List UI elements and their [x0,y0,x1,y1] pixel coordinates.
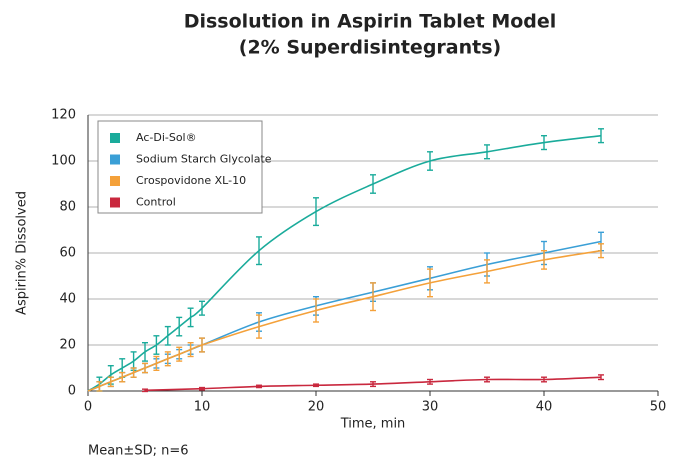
x-tick-label: 30 [422,400,439,415]
error-bar [370,282,376,312]
y-tick-label: 100 [51,154,76,169]
y-tick-label: 120 [51,108,76,123]
legend-label: Ac-Di-Sol® [136,131,197,144]
error-bar [427,151,433,171]
error-bar [484,259,490,284]
error-bar [370,174,376,194]
x-tick-label: 20 [308,400,325,415]
error-bar [313,298,319,323]
legend-label: Control [136,196,176,209]
error-bar [107,376,114,388]
error-bar [541,376,547,383]
error-bar [427,268,433,298]
error-bar [164,325,171,346]
error-bar [598,374,604,381]
x-tick-label: 10 [194,400,211,415]
error-bar [541,249,547,270]
error-bar [142,388,148,393]
error-bar [598,128,604,144]
y-tick-label: 20 [59,338,76,353]
error-bar [598,243,604,259]
error-bar [199,337,205,353]
legend-swatch [110,197,120,208]
chart-subtitle: (2% Superdisintegrants) [239,37,501,59]
error-bar [313,383,319,388]
error-bar [164,351,171,367]
x-axis-label: Time, min [340,417,406,432]
error-bar [96,381,103,392]
error-bar [256,384,262,389]
error-bar [176,346,183,362]
legend-swatch [110,133,120,143]
x-tick-label: 50 [650,400,667,415]
error-bar [256,236,262,266]
error-bar [142,342,148,362]
error-bar [484,144,490,160]
error-bar [142,362,148,374]
error-bar [256,314,262,339]
error-bar [130,367,137,378]
legend-label: Crospovidone XL-10 [136,174,246,187]
error-bar [427,378,433,385]
y-tick-label: 40 [59,292,76,307]
x-tick-label: 0 [84,400,92,415]
footnote: Mean±SD; n=6 [88,444,189,459]
error-bar [187,307,194,328]
y-tick-label: 60 [59,246,76,261]
y-tick-label: 80 [59,200,76,215]
error-bar [313,197,319,227]
error-bar [153,355,160,371]
error-bar [370,381,376,388]
error-bar [199,300,205,316]
x-tick-label: 40 [536,400,553,415]
legend-swatch [110,176,120,186]
error-bar [541,134,547,151]
error-bar [119,371,126,383]
legend-swatch [110,154,120,165]
error-bar [187,342,194,358]
error-bar [153,335,160,355]
legend-label: Sodium Starch Glycolate [136,153,272,166]
error-bar [484,376,490,383]
error-bar [176,316,183,337]
legend-box [97,120,263,214]
series-line [87,249,602,392]
error-bar [199,386,205,391]
y-axis-label: Aspirin% Dissolved [15,191,30,315]
chart-title: Dissolution in Aspirin Tablet Model [184,11,557,33]
y-tick-label: 0 [68,384,76,399]
